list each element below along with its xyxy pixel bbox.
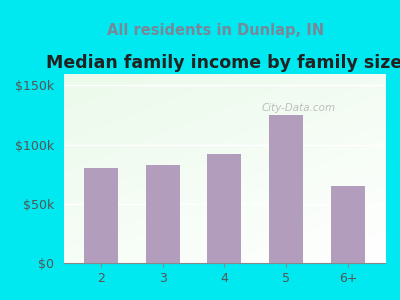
Bar [146,165,180,263]
Bar [269,115,303,263]
Bar [331,186,365,263]
Text: All residents in Dunlap, IN: All residents in Dunlap, IN [108,22,324,38]
Text: City-Data.com: City-Data.com [261,103,335,113]
Bar [208,154,242,263]
Bar [84,168,118,263]
Title: Median family income by family size: Median family income by family size [46,54,400,72]
